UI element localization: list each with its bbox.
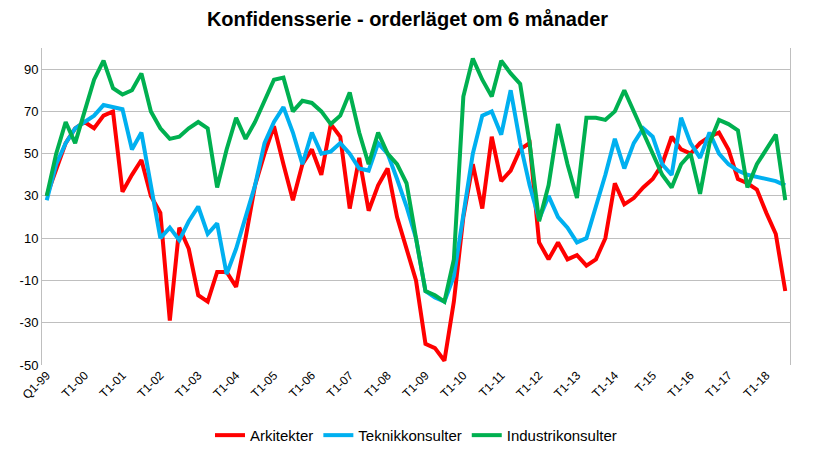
svg-text:T1-13: T1-13	[551, 368, 583, 400]
svg-text:-30: -30	[20, 315, 39, 330]
svg-text:T1-03: T1-03	[173, 368, 205, 400]
svg-text:T1-16: T1-16	[665, 368, 697, 400]
svg-text:90: 90	[24, 62, 38, 77]
svg-text:T1-00: T1-00	[59, 368, 91, 400]
svg-text:Arkitekter: Arkitekter	[250, 427, 313, 444]
svg-text:T1-08: T1-08	[362, 368, 394, 400]
svg-text:10: 10	[24, 231, 38, 246]
svg-text:T1-04: T1-04	[210, 368, 242, 400]
svg-text:Konfidensserie - orderläget om: Konfidensserie - orderläget om 6 månader	[207, 8, 608, 30]
svg-text:T1-18: T1-18	[741, 368, 773, 400]
svg-text:Teknikkonsulter: Teknikkonsulter	[358, 427, 461, 444]
svg-text:T1-10: T1-10	[438, 368, 470, 400]
svg-text:70: 70	[24, 104, 38, 119]
svg-text:T1-06: T1-06	[286, 368, 318, 400]
svg-text:Industrikonsulter: Industrikonsulter	[507, 427, 617, 444]
svg-text:T1-01: T1-01	[97, 368, 129, 400]
svg-text:T1-05: T1-05	[248, 368, 280, 400]
svg-text:T-15: T-15	[632, 368, 659, 395]
svg-text:T1-17: T1-17	[703, 368, 735, 400]
svg-text:T1-12: T1-12	[513, 368, 545, 400]
svg-text:30: 30	[24, 188, 38, 203]
svg-text:-50: -50	[20, 358, 39, 373]
svg-text:T1-11: T1-11	[476, 368, 508, 400]
svg-text:T1-09: T1-09	[400, 368, 432, 400]
svg-text:T1-02: T1-02	[135, 368, 167, 400]
svg-text:T1-14: T1-14	[589, 368, 621, 400]
svg-text:-10: -10	[20, 273, 39, 288]
svg-text:T1-07: T1-07	[324, 368, 356, 400]
svg-text:50: 50	[24, 146, 38, 161]
svg-text:Q1-99: Q1-99	[20, 368, 54, 402]
